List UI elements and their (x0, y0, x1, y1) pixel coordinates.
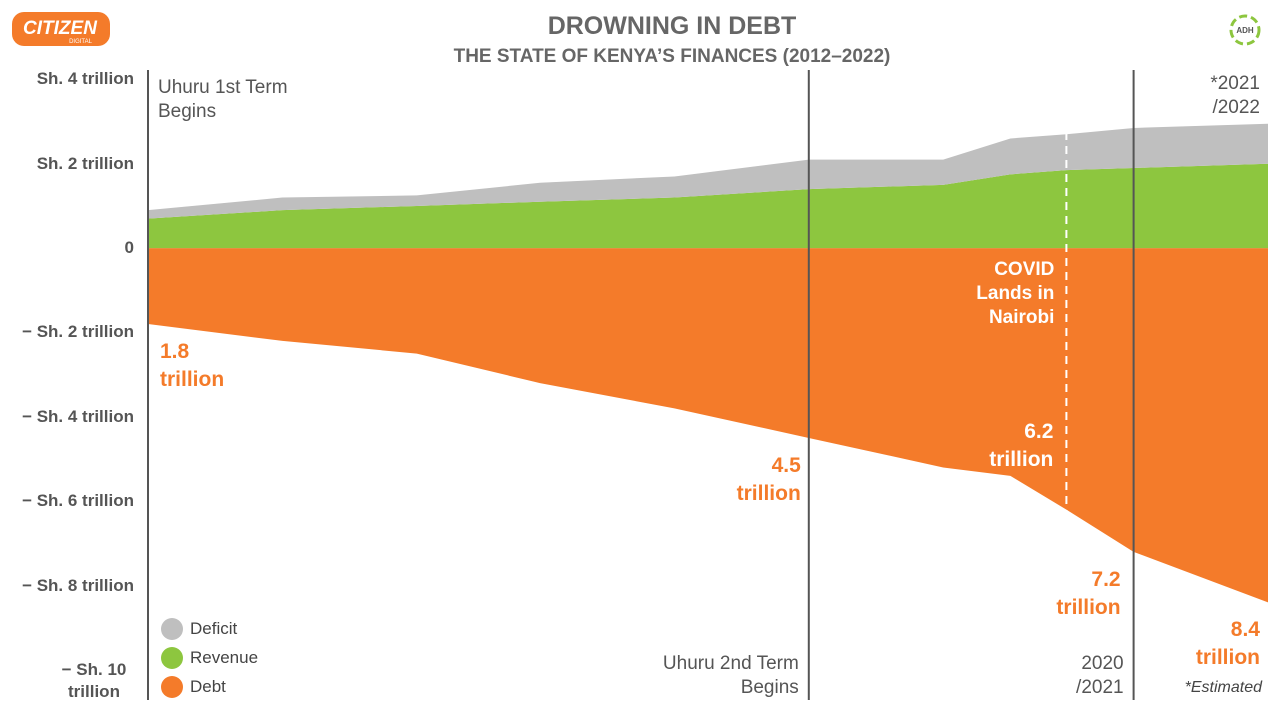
logo-badge (12, 12, 110, 46)
legend-swatch (161, 618, 183, 640)
logo-right: ADH (1236, 26, 1254, 35)
legend-label: Deficit (190, 619, 238, 638)
data-label: 8.4 trillion (1195, 618, 1260, 670)
area (148, 123, 1268, 219)
annotation: COVID Lands in Nairobi (976, 259, 1055, 328)
legend-swatch (161, 647, 183, 669)
y-tick-label: − Sh. 10 trillion (61, 659, 127, 701)
data-label: 6.2 trillion (989, 419, 1054, 471)
chart-subtitle: THE STATE OF KENYA’S FINANCES (2012–2022… (453, 46, 891, 67)
y-tick-label: Sh. 4 trillion (36, 69, 134, 89)
annotation: Uhuru 1st Term Begins (158, 77, 288, 122)
area (148, 163, 1268, 249)
legend-label: Debt (190, 677, 226, 696)
data-label: 7.2 trillion (1056, 567, 1121, 619)
y-tick-label: − Sh. 8 trillion (22, 575, 134, 595)
logo-ring (1229, 14, 1261, 46)
annotation: 2020 /2021 (1076, 653, 1124, 698)
data-label: 1.8 trillion (160, 340, 225, 392)
y-tick-label: 0 (124, 238, 134, 258)
annotation: Uhuru 2nd Term Begins (662, 653, 799, 698)
y-tick-label: − Sh. 2 trillion (22, 322, 134, 342)
logo-sub: DIGITAL (69, 39, 93, 45)
footnote: *Estimated (1184, 679, 1262, 696)
y-tick-label: − Sh. 4 trillion (22, 406, 134, 426)
legend-swatch (161, 676, 183, 698)
logo-text: CITIZEN (23, 18, 98, 39)
area (148, 248, 1268, 603)
chart-title: DROWNING IN DEBT (547, 12, 797, 40)
data-label: 4.5 trillion (736, 453, 801, 505)
y-tick-label: Sh. 2 trillion (36, 153, 134, 173)
legend-label: Revenue (190, 648, 259, 667)
annotation: *2021 /2022 (1210, 73, 1260, 118)
y-tick-label: − Sh. 6 trillion (22, 491, 134, 511)
